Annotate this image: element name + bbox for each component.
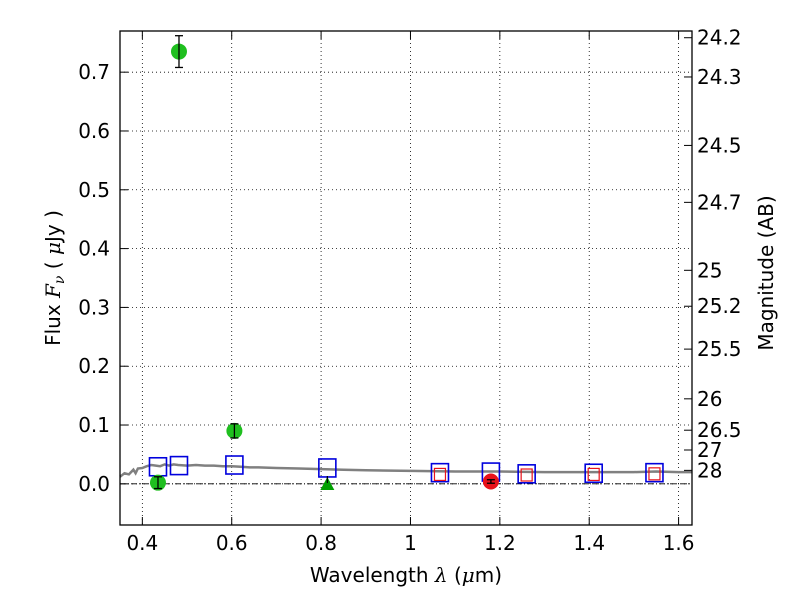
y-tick-label: 0.5	[78, 178, 110, 202]
y-tick-label: 0.2	[78, 354, 110, 378]
grid-lines	[120, 31, 692, 525]
model-square-red-marker	[520, 468, 533, 482]
y-tick-label: 0.6	[78, 119, 110, 143]
y2-tick-label: 28	[697, 458, 722, 482]
y2-tick-label: 25.2	[697, 294, 742, 318]
y2-tick-label: 24.5	[697, 133, 742, 157]
model-square-marker	[584, 463, 603, 484]
y2-tick-label: 25	[697, 258, 722, 282]
y2-tick-label: 24.3	[697, 65, 742, 89]
model-square-marker	[430, 462, 450, 483]
model-square-red-marker	[587, 467, 600, 482]
x-tick-label: 1	[404, 531, 417, 555]
x-tick-label: 0.6	[216, 531, 248, 555]
y2-tick-label: 27	[697, 438, 722, 462]
model-square-marker	[645, 462, 664, 483]
x-tick-label: 0.8	[305, 531, 337, 555]
y2-axis-label: Magnitude (AB)	[754, 195, 778, 350]
upper-limit-triangle	[320, 477, 335, 491]
y-tick-label: 0.4	[78, 237, 110, 261]
x-tick-label: 1.4	[573, 531, 605, 555]
x-axis-label: Wavelength λ (μm)	[310, 563, 502, 587]
model-square-marker	[169, 455, 189, 476]
y2-tick-label: 25.5	[697, 337, 742, 361]
data-marks	[148, 35, 664, 491]
model-square-marker	[225, 455, 244, 475]
model-square-marker	[517, 464, 536, 484]
y2-tick-label: 24.2	[697, 26, 742, 50]
sed-curve	[119, 463, 692, 478]
y-tick-label: 0.1	[78, 413, 110, 437]
y-tick-label: 0.7	[78, 60, 110, 84]
x-tick-label: 0.4	[126, 531, 158, 555]
model-square-red-marker	[433, 467, 447, 482]
plot-frame	[119, 30, 693, 526]
x-tick-label: 1.2	[484, 531, 516, 555]
y2-tick-label: 26.5	[697, 418, 742, 442]
y-axis-label: Flux Fν ( μJy )	[41, 210, 68, 346]
y2-tick-label: 26	[697, 387, 722, 411]
model-square-red-marker	[648, 467, 661, 481]
y-tick-label: 0.0	[78, 472, 110, 496]
y-tick-label: 0.3	[78, 295, 110, 319]
axis-ticks: 0.4 0.6 0.8 1 1.2 1.4 1.6 0.0 0.1 0.2 0.3 0.4 0.5 0.6…	[78, 26, 741, 555]
y2-tick-label: 24.7	[697, 190, 742, 214]
x-tick-label: 1.6	[663, 531, 695, 555]
